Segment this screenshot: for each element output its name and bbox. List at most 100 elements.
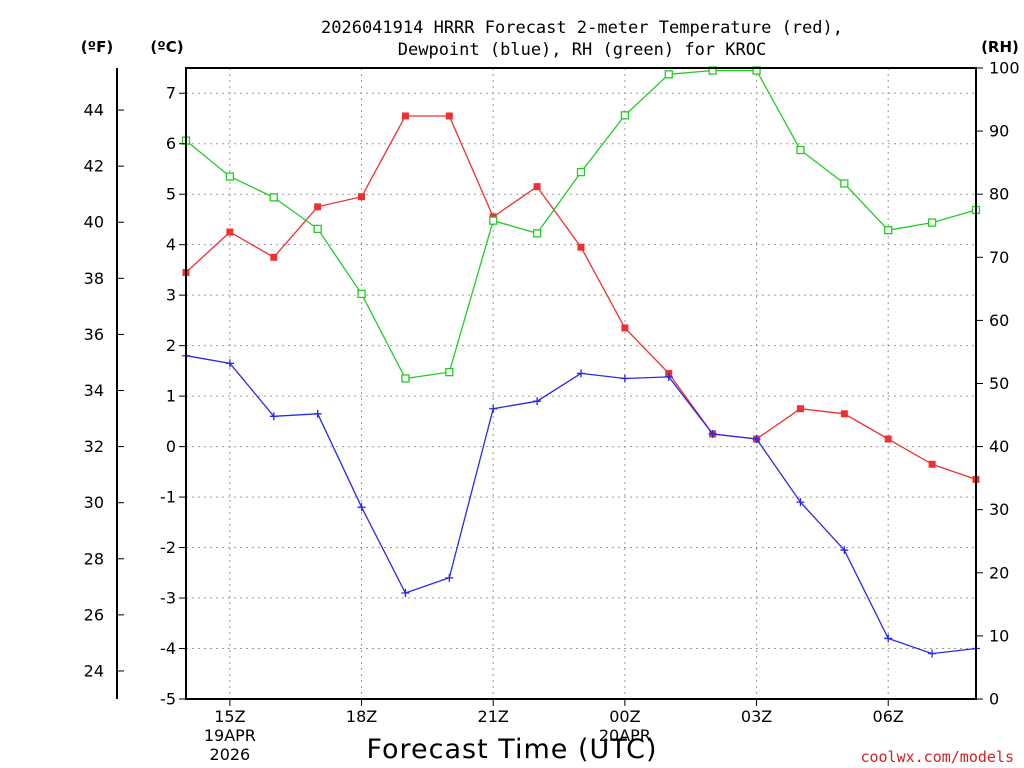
fahrenheit-tick-label: 26 — [84, 605, 104, 624]
rh-point — [664, 70, 673, 79]
temperature-point — [314, 203, 322, 211]
axis-ticks: -5-4-3-2-1012345672426283032343638404244… — [84, 59, 1020, 765]
temperature-point — [577, 243, 585, 251]
fahrenheit-tick-label: 44 — [84, 101, 104, 120]
dewpoint-point — [313, 409, 322, 418]
rh-point — [532, 229, 542, 238]
celsius-tick-label: 1 — [166, 387, 176, 406]
rh-tick-label: 60 — [989, 311, 1009, 330]
temperature-point — [401, 112, 409, 120]
rh-point — [840, 179, 849, 188]
rh-tick-label: 80 — [989, 185, 1009, 204]
temperature-point — [840, 410, 848, 418]
celsius-tick-label: 0 — [166, 437, 176, 456]
celsius-tick-label: -2 — [160, 538, 176, 557]
dewpoint-point — [489, 404, 498, 413]
dewpoint-point — [708, 429, 717, 438]
rh-point — [313, 224, 322, 234]
rh-point — [620, 111, 630, 120]
rh-tick-label: 10 — [989, 626, 1009, 645]
celsius-tick-label: 4 — [166, 235, 176, 254]
plot-frame — [185, 67, 977, 700]
dewpoint-point — [445, 573, 454, 582]
rh-point — [401, 374, 410, 383]
fahrenheit-tick-label: 32 — [84, 437, 104, 456]
fahrenheit-tick-label: 42 — [84, 157, 104, 176]
dewpoint-point — [928, 649, 937, 658]
celsius-tick-label: 7 — [166, 84, 176, 103]
fahrenheit-tick-label: 24 — [84, 661, 104, 680]
rh-point — [927, 218, 937, 227]
celsius-tick-label: -5 — [160, 690, 176, 709]
fahrenheit-unit-label: (ºF) — [81, 38, 113, 56]
celsius-tick-label: 6 — [166, 134, 176, 153]
fahrenheit-tick-label: 30 — [84, 493, 104, 512]
site-credit: coolwx.com/models — [860, 748, 1014, 766]
temperature-point — [533, 183, 541, 191]
x-axis-title: Forecast Time (UTC) — [366, 734, 657, 765]
dewpoint-point — [620, 374, 629, 383]
time-tick-label: 00Z — [609, 707, 640, 726]
time-tick-label: 18Z — [346, 707, 377, 726]
temperature-point — [445, 112, 453, 120]
rh-tick-label: 30 — [989, 500, 1009, 519]
fahrenheit-tick-label: 36 — [84, 325, 104, 344]
rh-point — [796, 145, 805, 155]
temperature-point — [884, 435, 892, 443]
fahrenheit-tick-label: 40 — [84, 213, 104, 232]
rh-line — [185, 69, 977, 380]
fahrenheit-tick-label: 28 — [84, 549, 104, 568]
rh-point — [357, 289, 366, 299]
rh-tick-label: 100 — [989, 59, 1020, 78]
dewpoint-point — [225, 359, 234, 368]
rh-point — [884, 226, 893, 235]
dewpoint-point — [752, 435, 761, 444]
date-tick-label: 20APR — [599, 726, 651, 745]
dewpoint-point — [533, 397, 542, 406]
celsius-tick-label: 2 — [166, 336, 176, 355]
time-tick-label: 21Z — [478, 707, 509, 726]
rh-tick-label: 40 — [989, 437, 1009, 456]
temperature-point — [796, 405, 804, 413]
temperature-point — [621, 324, 629, 332]
data-series — [181, 66, 981, 658]
dewpoint-line — [185, 355, 977, 655]
rh-tick-label: 70 — [989, 248, 1009, 267]
rh-point — [445, 367, 454, 377]
celsius-tick-label: 5 — [166, 185, 176, 204]
celsius-unit-label: (ºC) — [150, 38, 183, 56]
dewpoint-point — [796, 498, 805, 507]
temperature-point — [928, 460, 936, 468]
rh-point — [225, 172, 235, 181]
temperature-point — [270, 253, 278, 261]
temperature-point — [226, 228, 234, 236]
celsius-tick-label: -3 — [160, 589, 176, 608]
rh-point — [269, 193, 278, 202]
fahrenheit-tick-label: 34 — [84, 381, 104, 400]
temperature-point — [358, 193, 366, 201]
chart-title-line-1: 2026041914 HRRR Forecast 2-meter Tempera… — [321, 18, 843, 38]
rh-unit-label: (RH) — [981, 38, 1019, 56]
year-tick-label: 2026 — [210, 745, 251, 764]
gridlines — [186, 68, 976, 700]
fahrenheit-tick-label: 38 — [84, 269, 104, 288]
rh-tick-label: 0 — [989, 690, 999, 709]
rh-tick-label: 90 — [989, 122, 1009, 141]
time-tick-label: 06Z — [873, 707, 904, 726]
celsius-tick-label: -1 — [160, 488, 176, 507]
rh-tick-label: 50 — [989, 374, 1009, 393]
dewpoint-point — [664, 372, 673, 381]
dewpoint-point — [357, 503, 366, 512]
chart-title-line-2: Dewpoint (blue), RH (green) for KROC — [398, 40, 766, 60]
celsius-tick-label: 3 — [166, 286, 176, 305]
celsius-tick-label: -4 — [160, 639, 176, 658]
dewpoint-point — [401, 588, 410, 597]
rh-point — [576, 167, 586, 177]
time-tick-label: 15Z — [214, 707, 245, 726]
date-tick-label: 19APR — [204, 726, 256, 745]
rh-point — [489, 216, 498, 225]
rh-tick-label: 20 — [989, 563, 1009, 582]
dewpoint-point — [269, 412, 278, 421]
dewpoint-point — [840, 546, 849, 555]
